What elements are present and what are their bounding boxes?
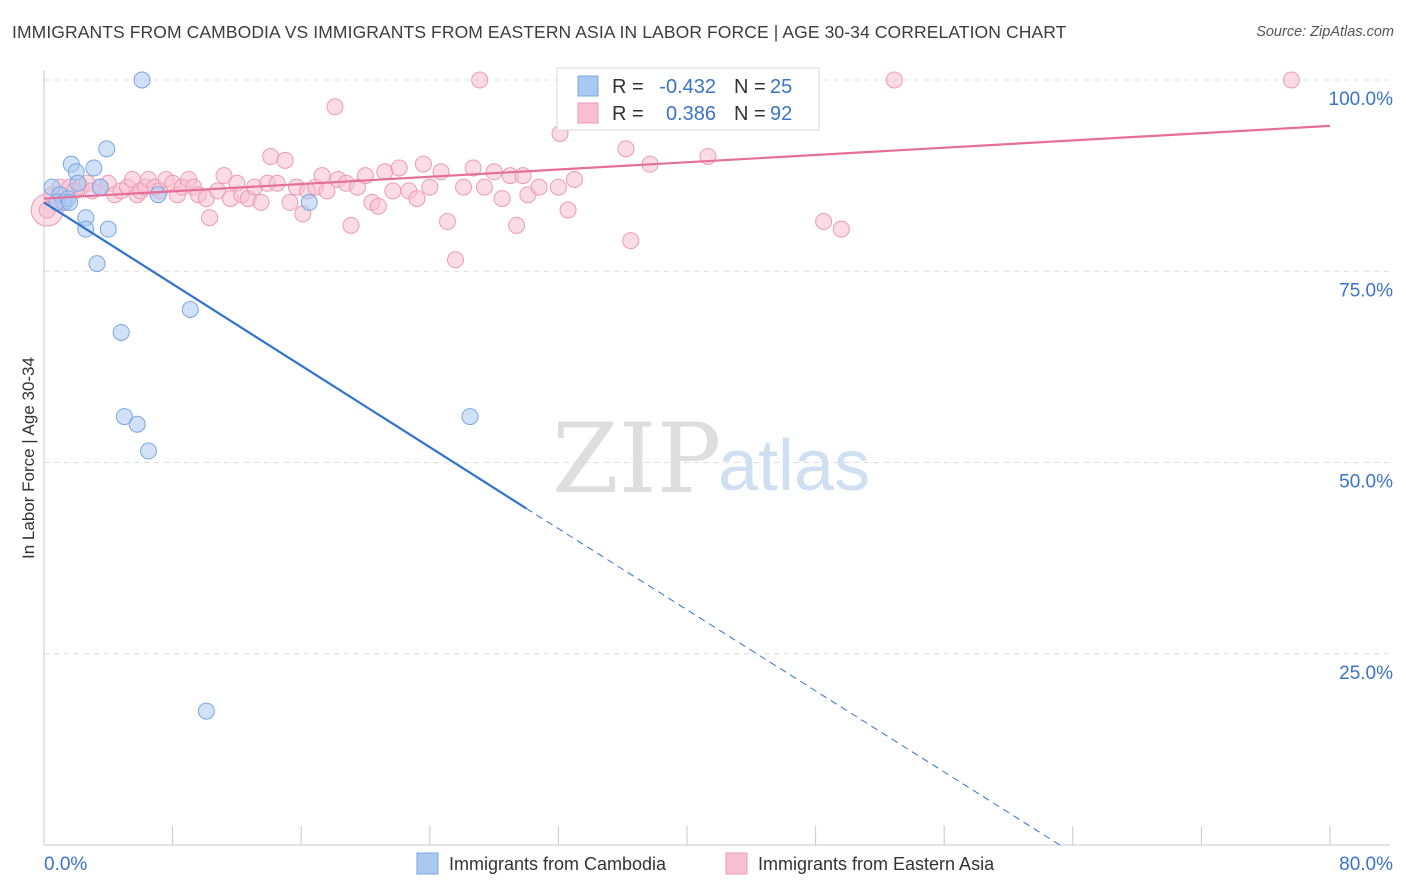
- eastern-asia-point-87: [471, 71, 489, 89]
- cambodia-point-23: [197, 702, 215, 720]
- series-legend-swatch-cambodia: [416, 852, 439, 875]
- trend-lines: [43, 124, 1331, 846]
- legend-n-value-cambodia: 25: [770, 76, 792, 98]
- watermark-atlas: atlas: [718, 426, 870, 506]
- x-tick-label-max: 80.0%: [1339, 854, 1393, 875]
- y-tick-label-3: 100.0%: [1329, 89, 1394, 110]
- trend-line-cambodia: [43, 201, 527, 510]
- legend-n-label-eastern-asia: N =: [734, 103, 766, 125]
- cambodia-point-24: [300, 193, 318, 211]
- cambodia-point-11: [85, 159, 103, 177]
- eastern-asia-point-66: [455, 178, 473, 196]
- eastern-asia-point-55: [369, 197, 387, 215]
- cambodia-point-20: [139, 442, 157, 460]
- legend-r-value-eastern-asia: 0.386: [666, 103, 716, 125]
- eastern-asia-point-37: [252, 193, 270, 211]
- cambodia-point-22: [181, 301, 199, 318]
- legend-r-label-cambodia: R =: [612, 76, 644, 98]
- eastern-asia-point-72: [508, 216, 526, 234]
- eastern-asia-point-57: [384, 182, 402, 200]
- eastern-asia-point-78: [559, 201, 577, 219]
- eastern-asia-point-42: [281, 193, 299, 211]
- eastern-asia-point-40: [268, 174, 286, 192]
- series-legend: Immigrants from Cambodia Immigrants from…: [416, 852, 995, 875]
- trend-line-cambodia-extrapolated: [525, 507, 1061, 846]
- eastern-asia-point-90: [1282, 71, 1300, 89]
- series-legend-label-eastern-asia: Immigrants from Eastern Asia: [758, 854, 995, 874]
- eastern-asia-point-76: [549, 178, 567, 196]
- cambodia-point-25: [461, 408, 479, 426]
- series-cambodia-points: [43, 71, 479, 720]
- legend-swatch-cambodia: [577, 75, 599, 97]
- eastern-asia-point-84: [815, 213, 833, 231]
- eastern-asia-point-65: [447, 251, 465, 269]
- eastern-asia-point-47: [313, 167, 331, 185]
- eastern-asia-point-85: [832, 220, 850, 238]
- eastern-asia-point-39: [262, 148, 280, 165]
- cambodia-point-14: [98, 140, 116, 158]
- eastern-asia-point-68: [475, 178, 493, 196]
- eastern-asia-point-30: [209, 182, 227, 200]
- legend-n-label-cambodia: N =: [734, 76, 766, 98]
- cambodia-point-19: [133, 71, 151, 89]
- source-credit: Source: ZipAtlas.com: [1256, 24, 1394, 40]
- grid-lines: [44, 79, 1390, 655]
- correlation-legend: R = -0.432 N = 25 R = 0.386 N = 92: [556, 67, 820, 131]
- eastern-asia-point-86: [326, 98, 344, 116]
- x-ticks: [43, 826, 1331, 845]
- y-tick-labels: 25.0% 50.0% 75.0% 100.0%: [1329, 89, 1394, 684]
- watermark-zip: ZIP: [552, 403, 721, 515]
- eastern-asia-point-56: [376, 163, 394, 181]
- eastern-asia-point-67: [464, 159, 482, 177]
- cambodia-point-13: [91, 178, 109, 196]
- eastern-asia-point-60: [408, 190, 426, 208]
- eastern-asia-point-41: [276, 151, 294, 169]
- eastern-asia-point-70: [493, 190, 511, 208]
- eastern-asia-point-31: [215, 167, 233, 185]
- cambodia-point-15: [99, 220, 117, 238]
- legend-r-label-eastern-asia: R =: [612, 103, 644, 125]
- legend-n-value-eastern-asia: 92: [770, 103, 792, 125]
- eastern-asia-point-51: [342, 216, 360, 234]
- eastern-asia-point-75: [530, 178, 548, 196]
- legend-swatch-eastern-asia: [577, 102, 599, 124]
- cambodia-point-18: [128, 415, 146, 433]
- cambodia-point-16: [112, 323, 130, 341]
- eastern-asia-point-61: [414, 155, 432, 173]
- eastern-asia-point-89: [885, 71, 903, 89]
- eastern-asia-point-62: [421, 178, 439, 196]
- legend-r-value-cambodia: -0.432: [659, 76, 716, 98]
- y-axis-title: In Labor Force | Age 30-34: [19, 357, 38, 559]
- cambodia-point-21: [149, 186, 167, 204]
- eastern-asia-point-58: [390, 159, 408, 177]
- eastern-asia-point-80: [617, 140, 635, 158]
- eastern-asia-point-79: [565, 170, 583, 188]
- cambodia-point-17: [115, 408, 133, 426]
- cambodia-point-12: [88, 255, 106, 273]
- watermark: ZIP atlas: [552, 403, 870, 515]
- eastern-asia-point-29: [201, 209, 219, 227]
- series-legend-swatch-eastern-asia: [725, 852, 748, 875]
- eastern-asia-point-64: [438, 213, 456, 231]
- trend-line-eastern-asia: [43, 124, 1331, 200]
- cambodia-point-8: [69, 174, 87, 192]
- legend-frame: [556, 67, 820, 131]
- chart-title: IMMIGRANTS FROM CAMBODIA VS IMMIGRANTS F…: [12, 22, 1067, 42]
- y-tick-label-1: 50.0%: [1339, 472, 1393, 493]
- y-tick-label-0: 25.0%: [1339, 663, 1393, 684]
- eastern-asia-point-73: [514, 167, 532, 185]
- series-legend-label-cambodia: Immigrants from Cambodia: [449, 854, 667, 874]
- x-tick-label-min: 0.0%: [44, 854, 87, 875]
- eastern-asia-point-81: [622, 232, 640, 250]
- y-tick-label-2: 75.0%: [1339, 280, 1393, 301]
